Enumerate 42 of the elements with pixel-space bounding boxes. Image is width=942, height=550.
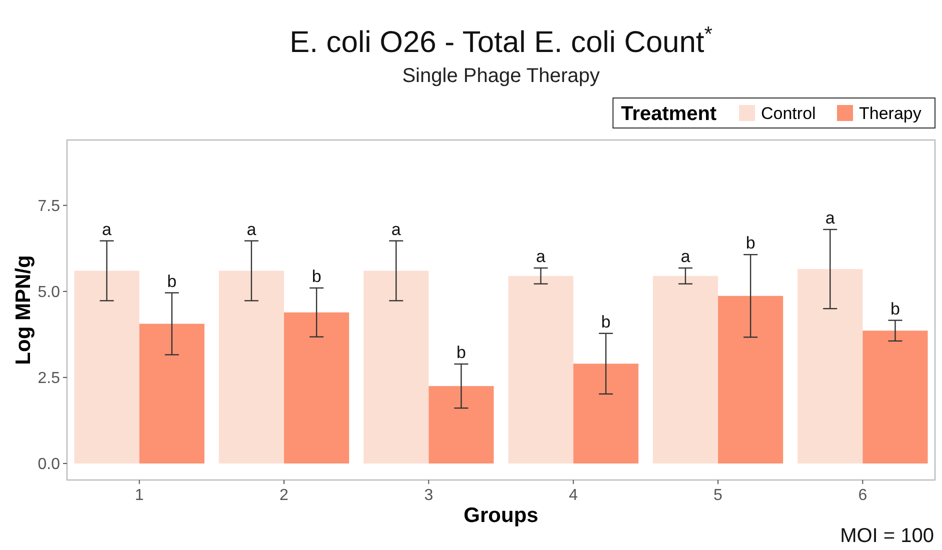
data-label: a <box>102 220 112 239</box>
data-label: b <box>746 234 756 253</box>
data-label: a <box>536 247 546 266</box>
data-label: a <box>680 247 691 266</box>
bar <box>364 270 429 464</box>
legend-label: Control <box>761 104 816 123</box>
chart-title: E. coli O26 - Total E. coli Count$^{*}$ <box>290 22 712 59</box>
bar <box>74 270 140 464</box>
y-tick-label: 2.5 <box>38 370 60 388</box>
bar <box>139 324 204 464</box>
data-label: b <box>456 343 466 362</box>
y-tick-label: 7.5 <box>38 198 60 215</box>
bar <box>798 269 863 464</box>
x-tick-label: 2 <box>280 487 289 504</box>
bar <box>718 296 784 464</box>
data-label: a <box>825 208 836 228</box>
bar <box>652 276 718 464</box>
x-tick-label: 1 <box>134 487 144 504</box>
x-tick-label: 4 <box>568 487 578 504</box>
x-tick-label: 6 <box>858 487 868 504</box>
data-label: b <box>312 266 322 286</box>
y-tick-label: 5.0 <box>38 284 60 302</box>
data-label: b <box>601 312 611 332</box>
bar <box>218 270 284 464</box>
y-tick-label: 0.0 <box>38 456 60 474</box>
bar <box>573 364 638 464</box>
data-label: a <box>391 220 402 239</box>
chart-subtitle: Single Phage Therapy <box>402 65 600 87</box>
bar <box>284 312 350 464</box>
x-tick-label: 3 <box>424 487 434 504</box>
bar <box>862 330 928 464</box>
bar <box>508 276 574 464</box>
data-label: b <box>890 299 900 318</box>
x-tick-label: 5 <box>714 487 723 504</box>
data-label: a <box>246 220 257 239</box>
y-axis-title: Log MPN/g <box>12 255 35 365</box>
text: MOI = 100 <box>840 525 934 547</box>
legend-label: Therapy <box>859 104 922 123</box>
x-axis-title: Groups <box>464 504 538 527</box>
legend-title: Treatment <box>621 103 717 125</box>
bar <box>428 386 494 464</box>
data-label: b <box>167 272 177 291</box>
